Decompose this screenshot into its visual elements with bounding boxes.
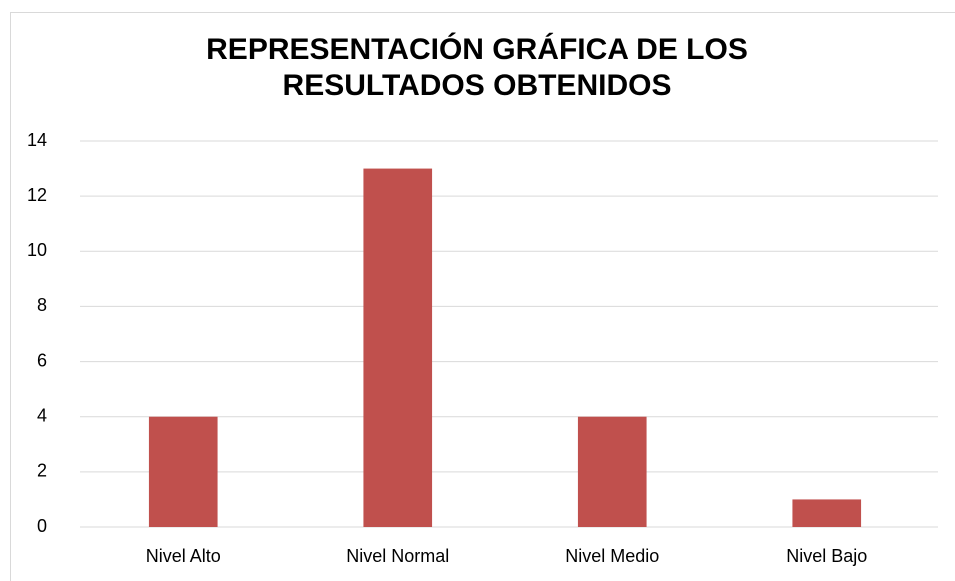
y-tick-label: 6 bbox=[37, 350, 47, 370]
y-tick-label: 10 bbox=[27, 240, 47, 260]
bar bbox=[577, 416, 647, 527]
y-tick-label: 14 bbox=[27, 130, 47, 150]
chart-border bbox=[10, 12, 955, 581]
chart-title: REPRESENTACIÓN GRÁFICA DE LOS RESULTADOS… bbox=[206, 33, 748, 102]
y-tick-label: 0 bbox=[37, 516, 47, 536]
y-tick-label: 8 bbox=[37, 295, 47, 315]
y-tick-label: 2 bbox=[37, 461, 47, 481]
bar bbox=[148, 416, 218, 527]
bar bbox=[363, 168, 433, 528]
bar bbox=[792, 499, 862, 527]
x-tick-label: Nivel Bajo bbox=[786, 546, 867, 566]
x-tick-label: Nivel Alto bbox=[146, 546, 221, 566]
x-tick-label: Nivel Normal bbox=[346, 546, 449, 566]
y-tick-label: 4 bbox=[37, 405, 47, 425]
y-tick-label: 12 bbox=[27, 185, 47, 205]
x-tick-label: Nivel Medio bbox=[565, 546, 659, 566]
